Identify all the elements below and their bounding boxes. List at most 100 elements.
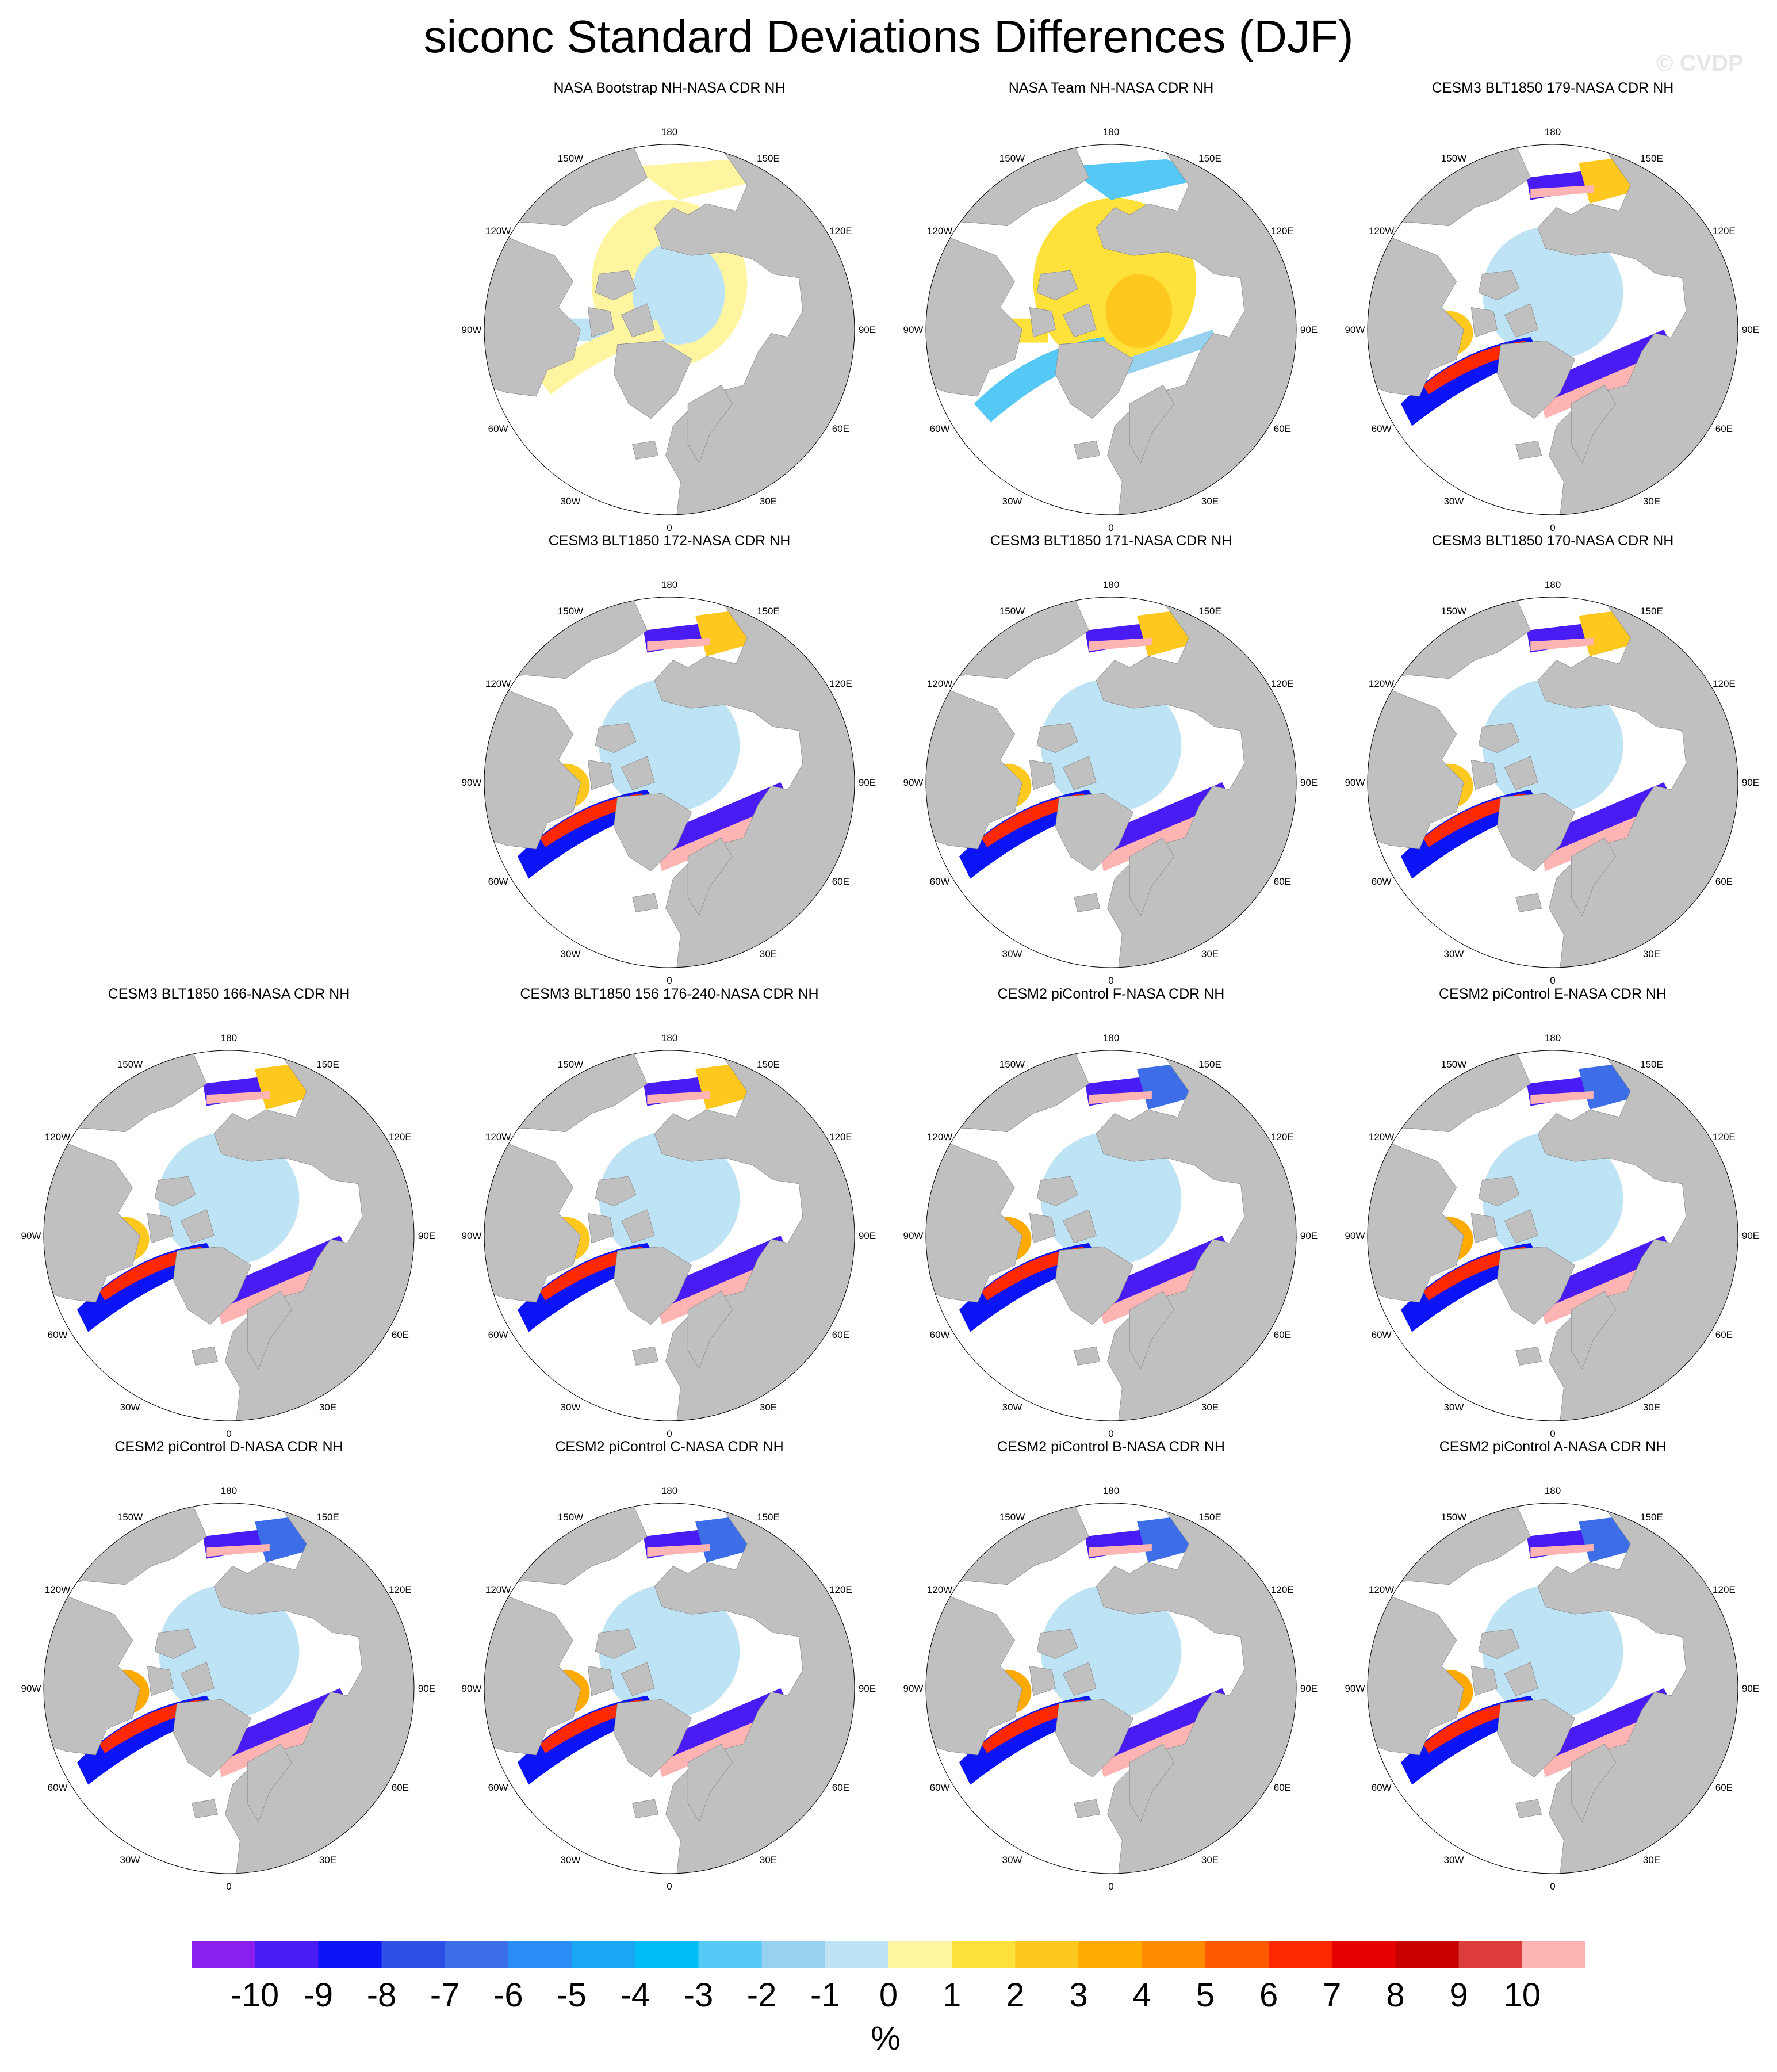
longitude-label: 60E xyxy=(1274,1782,1291,1793)
longitude-label: 90W xyxy=(21,1683,41,1694)
longitude-label: 150W xyxy=(999,1059,1025,1070)
longitude-label: 60W xyxy=(488,876,508,887)
colorbar-tick-label: -3 xyxy=(683,1977,714,2014)
longitude-label: 150W xyxy=(999,1512,1025,1523)
longitude-label: 90W xyxy=(462,777,482,788)
longitude-label: 90W xyxy=(1345,777,1365,788)
colorbar-tick-label: -4 xyxy=(620,1977,650,2014)
longitude-label: 90E xyxy=(1300,777,1318,788)
longitude-label: 60W xyxy=(488,423,508,434)
longitude-label: 180 xyxy=(1103,1485,1119,1496)
longitude-label: 150E xyxy=(1198,1059,1221,1070)
longitude-label: 60W xyxy=(930,1782,950,1793)
colorbar-swatch xyxy=(381,1941,446,1968)
colorbar-tick-label: 10 xyxy=(1503,1977,1541,2014)
longitude-label: 60W xyxy=(48,1329,68,1340)
longitude-label: 90E xyxy=(1300,324,1318,335)
longitude-label: 180 xyxy=(1545,127,1561,137)
longitude-label: 120E xyxy=(1713,1584,1736,1595)
longitude-label: 30W xyxy=(1444,949,1464,959)
longitude-label: 30W xyxy=(120,1855,140,1865)
longitude-label: 90W xyxy=(903,1683,924,1694)
longitude-label: 90W xyxy=(462,1230,482,1241)
polar-map: 180 150E 120E 90E 60E 30E 0 30W 60W 90W 120W 150W xyxy=(1345,1033,1760,1439)
longitude-label: 60W xyxy=(1372,876,1392,887)
colorbar-swatch xyxy=(952,1941,1016,1968)
longitude-label: 30E xyxy=(1201,949,1219,959)
colorbar-tick-label: 0 xyxy=(879,1977,898,2014)
longitude-label: 150W xyxy=(1441,1059,1466,1070)
longitude-label: 150E xyxy=(1198,153,1221,164)
longitude-label: 120E xyxy=(1271,678,1294,689)
longitude-label: 180 xyxy=(221,1033,237,1043)
longitude-label: 150W xyxy=(117,1512,143,1523)
longitude-label: 90E xyxy=(859,777,876,788)
longitude-label: 60E xyxy=(1715,1782,1733,1793)
longitude-label: 120E xyxy=(829,678,852,689)
colorbar-tick-label: -1 xyxy=(810,1977,840,2014)
longitude-label: 90E xyxy=(1742,1683,1759,1694)
colorbar-swatch xyxy=(1142,1941,1206,1968)
colorbar-swatch xyxy=(508,1941,572,1968)
longitude-label: 30W xyxy=(561,949,581,959)
longitude-label: 30W xyxy=(1002,949,1022,959)
longitude-label: 30E xyxy=(760,1855,777,1865)
panel-title: CESM2 piControl F-NASA CDR NH xyxy=(997,986,1225,1002)
longitude-label: 30E xyxy=(319,1402,336,1413)
longitude-label: 90E xyxy=(418,1230,435,1241)
colorbar-tick-label: -5 xyxy=(557,1977,587,2014)
colorbar-tick-label: 5 xyxy=(1196,1977,1215,2014)
panel-title: CESM2 piControl C-NASA CDR NH xyxy=(555,1439,784,1455)
colorbar-swatch xyxy=(1078,1941,1143,1968)
cvdp-watermark: © CVDP xyxy=(1656,51,1744,76)
polar-map: 180 150E 120E 90E 60E 30E 0 30W 60W 90W 120W 150W xyxy=(462,1033,876,1439)
polar-map: 180 150E 120E 90E 60E 30E 0 30W 60W 90W 120W 150W xyxy=(462,127,876,533)
longitude-label: 0 xyxy=(1550,1428,1555,1439)
longitude-label: 60W xyxy=(488,1329,508,1340)
longitude-label: 90E xyxy=(859,1230,876,1241)
longitude-label: 180 xyxy=(661,127,677,137)
longitude-label: 0 xyxy=(1550,522,1555,533)
panel-title: CESM3 BLT1850 170-NASA CDR NH xyxy=(1431,533,1674,549)
colorbar-tick-label: 9 xyxy=(1449,1977,1468,2014)
colorbar-tick-label: 4 xyxy=(1132,1977,1151,2014)
longitude-label: 90W xyxy=(462,1683,482,1694)
colorbar-swatch xyxy=(635,1941,699,1968)
longitude-label: 180 xyxy=(221,1485,237,1496)
longitude-label: 90E xyxy=(859,1683,876,1694)
colorbar-tick-label: 3 xyxy=(1069,1977,1088,2014)
longitude-label: 0 xyxy=(1108,522,1113,533)
colorbar-tick-label: 1 xyxy=(943,1977,962,2014)
panel-title: CESM2 piControl A-NASA CDR NH xyxy=(1439,1439,1667,1455)
longitude-label: 60W xyxy=(488,1782,508,1793)
longitude-label: 150E xyxy=(757,606,780,617)
longitude-label: 30W xyxy=(561,1402,581,1413)
longitude-label: 90W xyxy=(1345,1230,1365,1241)
longitude-label: 0 xyxy=(667,1881,672,1892)
colorbar-swatch xyxy=(698,1941,763,1968)
longitude-label: 120E xyxy=(389,1584,412,1595)
longitude-label: 90E xyxy=(1742,1230,1759,1241)
polar-map: 180 150E 120E 90E 60E 30E 0 30W 60W 90W 120W 150W xyxy=(462,579,876,986)
colorbar-swatch xyxy=(255,1941,319,1968)
longitude-label: 60E xyxy=(832,423,849,434)
polar-map: 180 150E 120E 90E 60E 30E 0 30W 60W 90W 120W 150W xyxy=(21,1033,436,1439)
longitude-label: 120W xyxy=(485,225,511,236)
longitude-label: 150W xyxy=(1441,606,1466,617)
colorbar-swatch xyxy=(572,1941,635,1968)
panel-title: CESM2 piControl B-NASA CDR NH xyxy=(997,1439,1225,1455)
longitude-label: 150E xyxy=(1640,1512,1663,1523)
polar-map: 180 150E 120E 90E 60E 30E 0 30W 60W 90W 120W 150W xyxy=(903,1033,1318,1439)
colorbar-units: % xyxy=(871,2020,901,2057)
longitude-label: 120W xyxy=(45,1131,70,1142)
longitude-label: 150W xyxy=(117,1059,143,1070)
longitude-label: 150W xyxy=(558,1059,583,1070)
colorbar-swatch xyxy=(761,1941,826,1968)
panel-title: CESM3 BLT1850 166-NASA CDR NH xyxy=(108,986,350,1002)
longitude-label: 60W xyxy=(930,1329,950,1340)
longitude-label: 120E xyxy=(1271,225,1294,236)
longitude-label: 150E xyxy=(1640,153,1663,164)
colorbar-swatch xyxy=(1269,1941,1332,1968)
polar-map: 180 150E 120E 90E 60E 30E 0 30W 60W 90W 120W 150W xyxy=(462,1485,876,1892)
colorbar-swatch xyxy=(1395,1941,1460,1968)
